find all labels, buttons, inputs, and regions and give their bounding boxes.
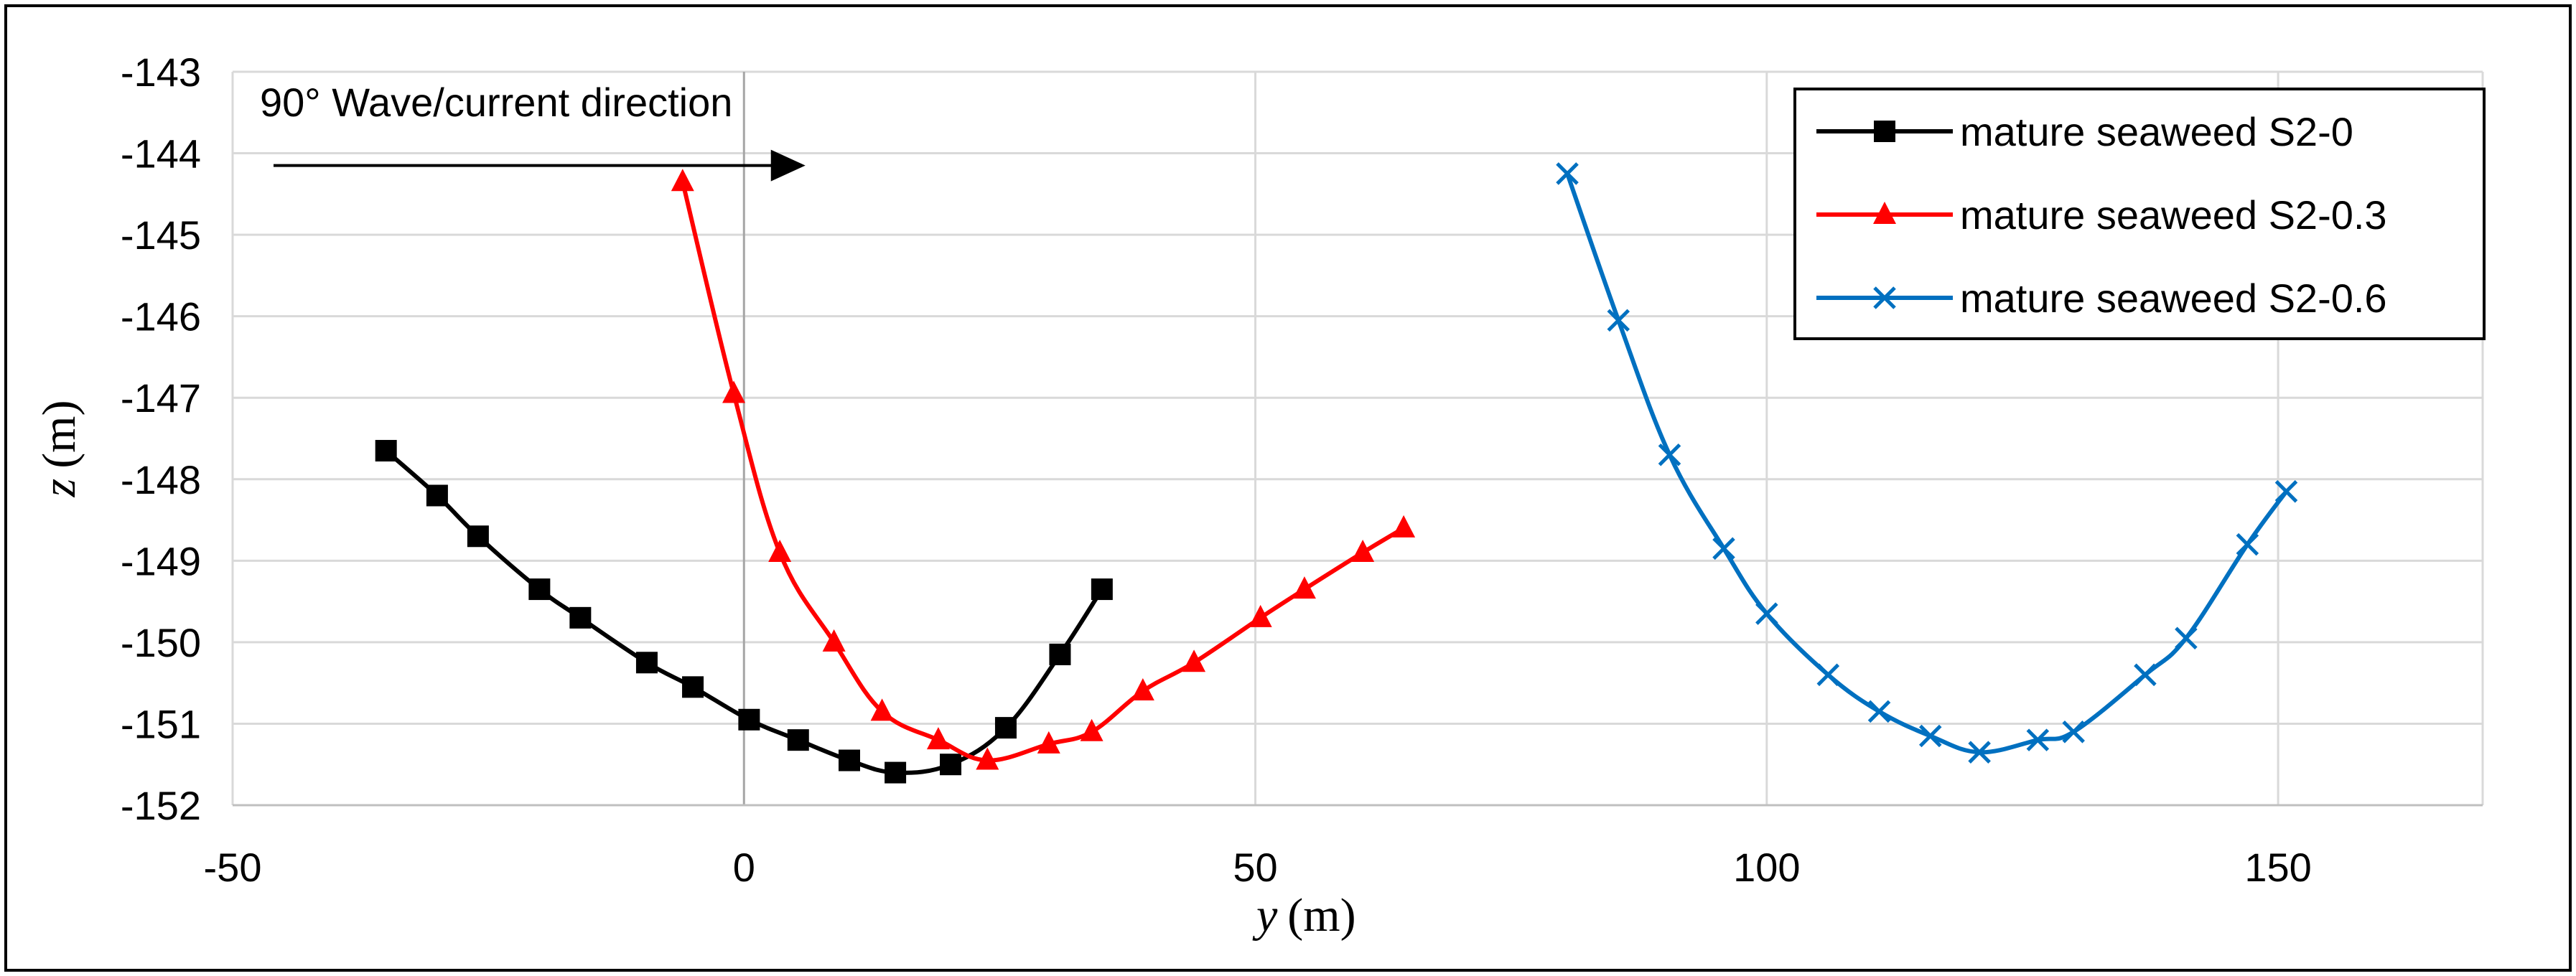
data-point	[768, 539, 792, 562]
x-tick-label: 0	[733, 845, 755, 890]
y-tick-label: -145	[121, 212, 201, 258]
y-tick-labels: -143 -144 -145 -146 -147 -148 -149 -150 -151 -152	[121, 50, 201, 828]
series-line	[1565, 172, 2288, 755]
legend-label: mature seaweed S2-0	[1960, 109, 2353, 154]
data-point	[885, 761, 907, 784]
data-point	[839, 749, 861, 771]
data-point	[1182, 649, 1206, 672]
data-point	[2062, 721, 2085, 743]
arrow-head-icon	[770, 149, 806, 182]
x-axis-title: y (m)	[1252, 889, 1356, 942]
data-point	[1292, 576, 1316, 599]
data-point	[1037, 731, 1060, 754]
annotation-text: 90° Wave/current direction	[260, 80, 732, 125]
data-point	[1080, 718, 1103, 741]
data-point	[722, 380, 746, 403]
legend-marker	[1873, 286, 1896, 309]
y-tick-label: -149	[121, 538, 201, 583]
x-tick-label: 150	[2244, 845, 2311, 890]
data-point	[1049, 643, 1071, 665]
data-point	[2175, 627, 2198, 649]
y-axis-unit: (m)	[33, 400, 85, 469]
data-point	[926, 727, 950, 750]
data-point	[1091, 578, 1113, 601]
data-point	[1816, 663, 1840, 687]
legend-item: mature seaweed S2-0.3	[1816, 192, 2387, 238]
series-1	[671, 169, 1416, 770]
data-point	[1755, 602, 1778, 625]
data-point	[375, 440, 397, 462]
data-point	[1249, 604, 1272, 627]
series-layer	[375, 162, 2298, 784]
data-point	[1658, 443, 1681, 466]
data-point	[1392, 515, 1416, 538]
x-tick-label: 100	[1733, 845, 1800, 890]
data-point	[1607, 309, 1630, 332]
y-axis-var: z	[33, 479, 85, 498]
direction-annotation: 90° Wave/current direction	[260, 80, 806, 182]
y-tick-label: -146	[121, 294, 201, 339]
data-point	[671, 169, 694, 192]
data-point	[528, 578, 551, 601]
y-tick-label: -147	[121, 375, 201, 421]
data-point	[2026, 728, 2050, 751]
data-point	[822, 629, 846, 652]
data-point	[1918, 724, 1942, 748]
data-point	[1867, 700, 1891, 723]
x-tick-label: 50	[1233, 845, 1277, 890]
legend-label: mature seaweed S2-0.6	[1960, 276, 2387, 321]
data-point	[1131, 678, 1154, 701]
data-point	[870, 698, 894, 721]
data-point	[2134, 663, 2157, 687]
data-point	[787, 729, 809, 751]
legend-item: mature seaweed S2-0	[1816, 109, 2353, 154]
legend-marker	[1873, 202, 1896, 224]
series-line	[680, 181, 1405, 763]
data-point	[976, 747, 999, 770]
data-point	[738, 708, 760, 731]
legend: mature seaweed S2-0 mature seaweed S2-0.3…	[1793, 88, 2486, 340]
legend-marker	[1874, 121, 1895, 142]
data-point	[1556, 162, 1579, 185]
data-point	[1968, 741, 1991, 764]
x-tick-label: -50	[204, 845, 262, 890]
series-2	[1556, 162, 2298, 764]
y-tick-label: -144	[121, 131, 201, 177]
data-point	[682, 676, 704, 698]
data-point	[426, 484, 448, 507]
data-point	[569, 606, 592, 629]
data-point	[1712, 537, 1735, 560]
legend-item: mature seaweed S2-0.6	[1816, 276, 2387, 321]
data-point	[467, 525, 489, 548]
y-axis-title: z (m)	[33, 400, 85, 498]
x-axis-unit: (m)	[1287, 889, 1355, 942]
x-tick-labels: -50 0 50 100 150	[204, 845, 2312, 890]
data-point	[940, 754, 962, 776]
y-tick-label: -143	[121, 50, 201, 95]
data-point	[635, 652, 658, 674]
data-point	[994, 717, 1017, 739]
y-tick-label: -152	[121, 783, 201, 828]
series-0	[375, 440, 1113, 784]
y-tick-label: -148	[121, 457, 201, 502]
y-tick-label: -150	[121, 620, 201, 665]
legend-label: mature seaweed S2-0.3	[1960, 192, 2387, 238]
data-point	[1351, 539, 1375, 562]
y-tick-label: -151	[121, 701, 201, 746]
data-point	[2236, 532, 2259, 556]
data-point	[2274, 480, 2298, 503]
x-axis-var: y	[1252, 889, 1278, 942]
